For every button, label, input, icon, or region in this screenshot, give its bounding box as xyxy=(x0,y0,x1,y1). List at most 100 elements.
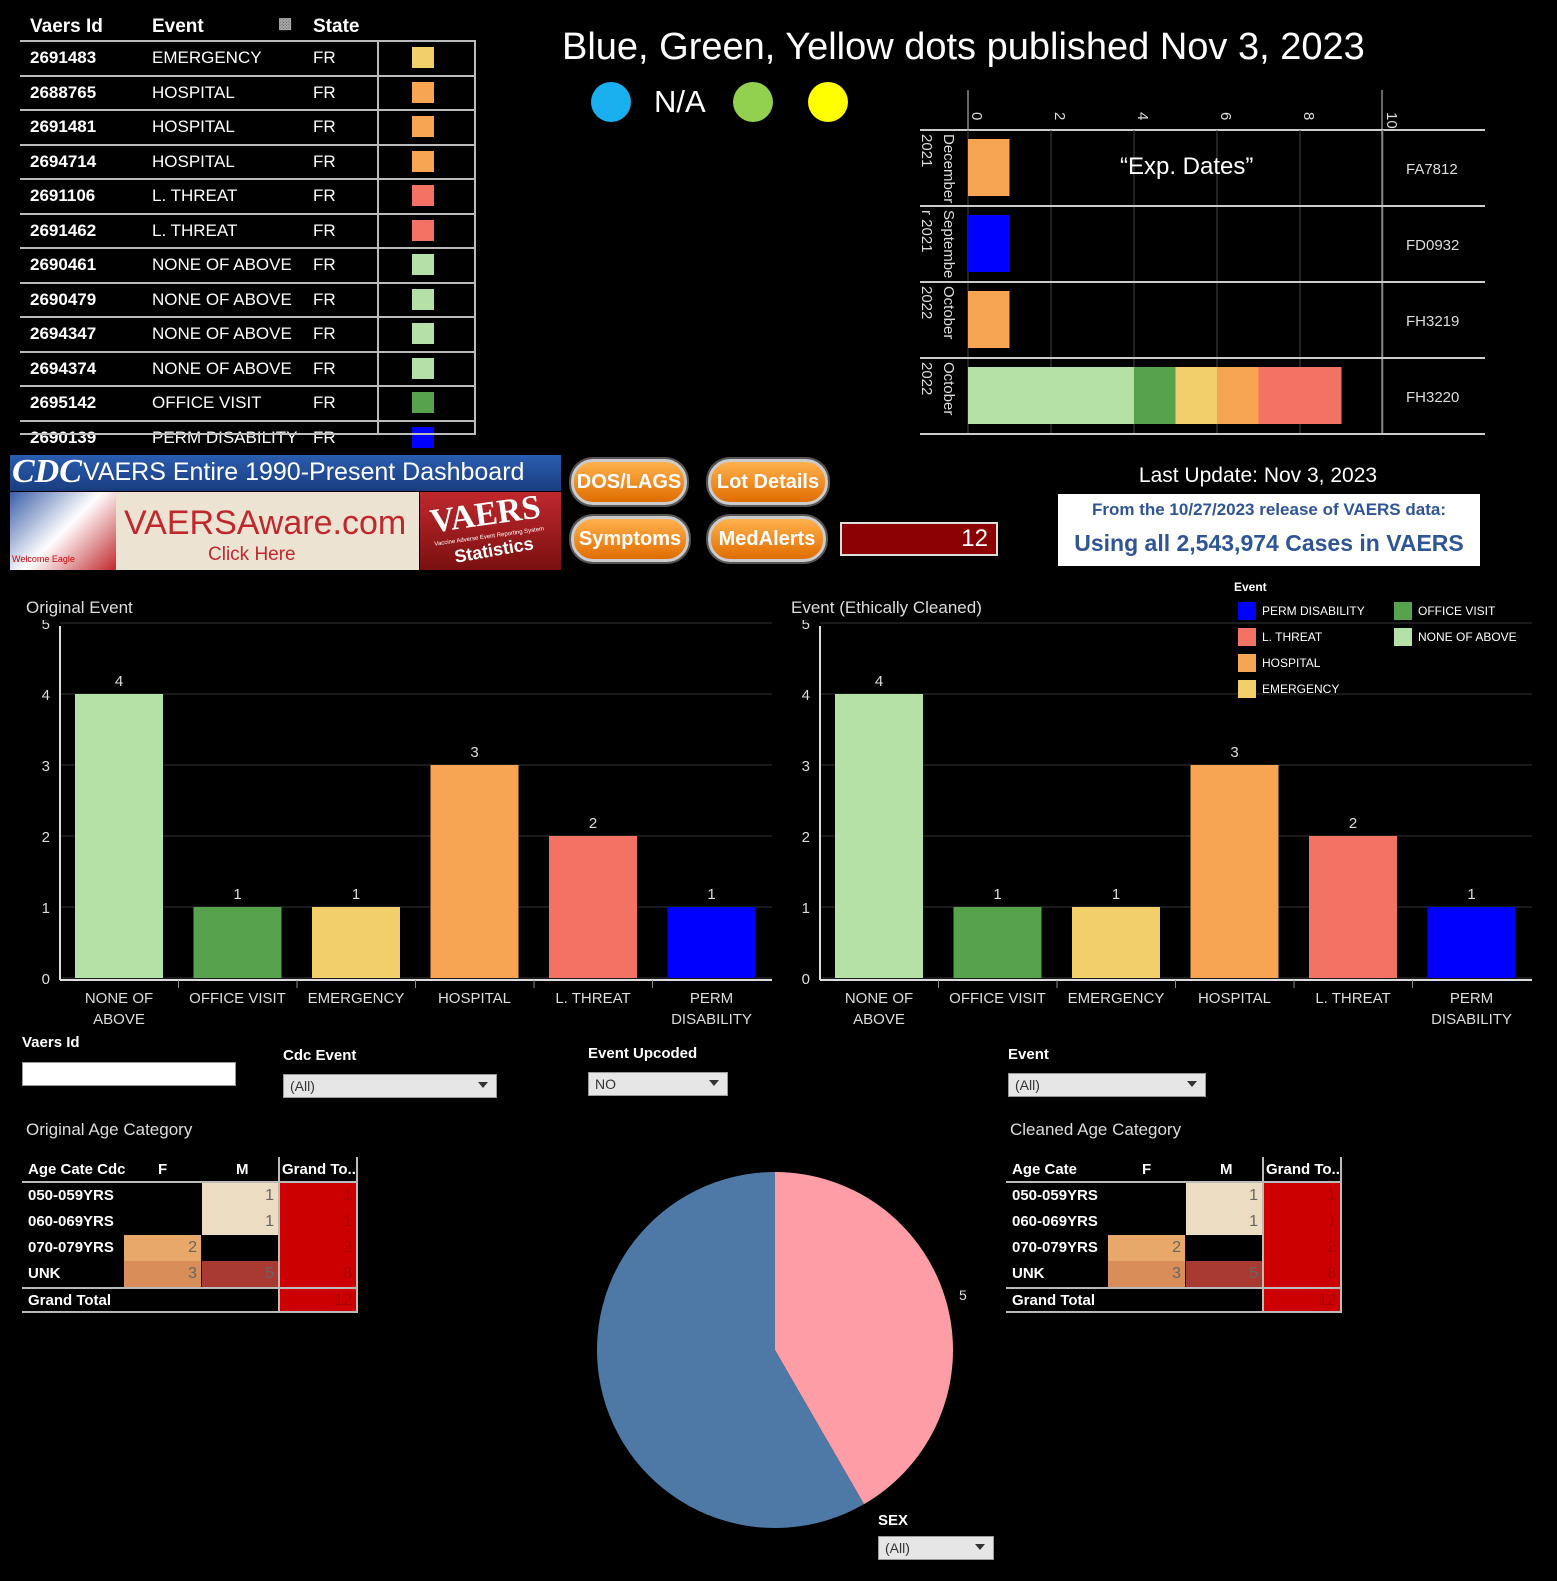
table-row[interactable]: 2688765 HOSPITAL FR xyxy=(20,74,476,110)
row-state: FR xyxy=(313,393,336,412)
age-table-col-header[interactable]: Age Cate Cdc xyxy=(28,1161,126,1178)
age-table-col-header[interactable]: Age Cate xyxy=(1012,1161,1078,1178)
dashboard-banner-label: VAERS Entire 1990-Present Dashboard xyxy=(83,458,525,486)
table-row[interactable]: 2695142 OFFICE VISIT FR xyxy=(20,385,476,420)
vaers-statistics-banner[interactable]: VAERS Vaccine Adverse Event Reporting Sy… xyxy=(420,488,561,570)
legend-item[interactable]: NONE OF ABOVE xyxy=(1394,628,1517,646)
age-cell-m: 1 xyxy=(1186,1183,1262,1209)
vaersaware-banner[interactable]: VAERSAware.com Click Here xyxy=(116,492,419,570)
event-upcoded-dropdown[interactable]: NO xyxy=(588,1072,728,1096)
table-row[interactable]: 2694374 NONE OF ABOVE FR xyxy=(20,350,476,386)
vaers-id-input[interactable] xyxy=(22,1062,236,1086)
age-table-col-header[interactable]: M xyxy=(236,1161,249,1178)
bar-chart-category-label: HOSPITAL xyxy=(438,990,511,1007)
age-table-row[interactable]: 070-079YRS 2 2 xyxy=(22,1235,358,1261)
age-table-col-header[interactable]: F xyxy=(1142,1161,1152,1178)
symptoms-button[interactable]: Symptoms xyxy=(571,516,689,562)
bar-chart-bar[interactable] xyxy=(835,694,923,978)
event-filter-dropdown[interactable]: (All) xyxy=(1008,1073,1206,1097)
row-state: FR xyxy=(313,324,336,343)
bar-chart-bar[interactable] xyxy=(312,907,400,978)
age-cell-total: 2 xyxy=(1264,1235,1340,1261)
sex-dropdown[interactable]: (All) xyxy=(878,1536,994,1560)
row-color-swatch xyxy=(412,323,434,344)
exp-chart-lot-label: FH3219 xyxy=(1406,313,1459,330)
row-vaers-id: 2690139 xyxy=(30,427,97,447)
bar-chart-bar[interactable] xyxy=(1427,907,1516,978)
age-cell-m: 1 xyxy=(202,1183,278,1209)
table-row[interactable]: 2694714 HOSPITAL FR xyxy=(20,143,476,179)
age-table-col-header[interactable]: F xyxy=(158,1161,168,1178)
medalerts-button[interactable]: MedAlerts xyxy=(708,516,826,562)
age-cell-m xyxy=(202,1235,278,1261)
age-table-col-header[interactable]: Grand To.. xyxy=(1266,1161,1340,1178)
green-dot-icon xyxy=(733,82,773,122)
cleaned-age-title: Cleaned Age Category xyxy=(1010,1120,1182,1139)
exp-chart-date-label: October xyxy=(940,362,957,415)
bar-chart-bar[interactable] xyxy=(75,694,163,978)
bar-chart-category-label: HOSPITAL xyxy=(1198,990,1271,1007)
age-table-divider xyxy=(278,1157,280,1313)
age-cell-total: 1 xyxy=(1264,1183,1340,1209)
age-table-col-header[interactable]: M xyxy=(1220,1161,1233,1178)
table-row[interactable]: 2691106 L. THREAT FR xyxy=(20,178,476,213)
table-row[interactable]: 2690139 PERM DISABILITY FR xyxy=(20,419,476,455)
na-label: N/A xyxy=(654,84,706,119)
bar-chart-ytick: 1 xyxy=(802,900,810,917)
age-table-row[interactable]: 050-059YRS 1 1 xyxy=(22,1183,358,1209)
legend-item[interactable]: EMERGENCY xyxy=(1238,680,1339,698)
table-row[interactable]: 2694347 NONE OF ABOVE FR xyxy=(20,316,476,351)
col-vaers-id[interactable]: Vaers Id xyxy=(30,16,103,37)
table-row[interactable]: 2690461 NONE OF ABOVE FR xyxy=(20,247,476,282)
age-table-row[interactable]: 060-069YRS 1 1 xyxy=(1006,1209,1342,1235)
cdc-event-dropdown[interactable]: (All) xyxy=(283,1074,497,1098)
age-category: 050-059YRS xyxy=(28,1187,114,1204)
legend-item[interactable]: PERM DISABILITY xyxy=(1238,602,1365,620)
row-color-swatch xyxy=(412,150,434,172)
exp-chart-tick: 0 xyxy=(968,112,985,120)
bar-chart-bar[interactable] xyxy=(193,907,282,978)
table-row[interactable]: 2691481 HOSPITAL FR xyxy=(20,109,476,144)
age-cell-f: 2 xyxy=(1108,1235,1185,1261)
lot-details-button[interactable]: Lot Details xyxy=(708,459,828,505)
pie-slice[interactable] xyxy=(597,1172,864,1528)
sort-icon[interactable]: ▩ xyxy=(278,15,293,32)
age-table-row[interactable]: 050-059YRS 1 1 xyxy=(1006,1183,1342,1209)
bar-chart-bar[interactable] xyxy=(1190,765,1279,978)
bar-chart-bar[interactable] xyxy=(667,907,756,978)
col-event[interactable]: Event xyxy=(152,16,204,37)
event-upcoded-label: Event Upcoded xyxy=(588,1045,698,1062)
dos-lags-button[interactable]: DOS/LAGS xyxy=(571,459,687,505)
bar-chart-bar[interactable] xyxy=(953,907,1042,978)
bar-chart-bar[interactable] xyxy=(430,765,519,978)
yellow-dot-icon xyxy=(808,82,848,122)
age-table-grand-total-row: Grand Total 12 xyxy=(1006,1287,1342,1313)
age-table-row[interactable]: UNK 3 5 8 xyxy=(22,1261,358,1287)
legend-item[interactable]: L. THREAT xyxy=(1238,628,1322,646)
legend-item[interactable]: OFFICE VISIT xyxy=(1394,602,1495,620)
col-state[interactable]: State xyxy=(313,16,360,37)
table-row[interactable]: 2690479 NONE OF ABOVE FR xyxy=(20,281,476,317)
bar-chart-bar[interactable] xyxy=(1072,907,1160,978)
row-state: FR xyxy=(313,117,336,136)
table-row[interactable]: 2691462 L. THREAT FR xyxy=(20,212,476,248)
bar-chart-bar[interactable] xyxy=(1309,836,1397,978)
bar-chart-bar[interactable] xyxy=(549,836,637,978)
row-state: FR xyxy=(313,427,336,447)
pie-slice[interactable] xyxy=(775,1172,953,1505)
bar-chart-category-label: EMERGENCY xyxy=(1068,990,1165,1007)
exp-chart-date-label: December xyxy=(940,134,957,203)
age-table-row[interactable]: 060-069YRS 1 1 xyxy=(22,1209,358,1235)
legend-item[interactable]: HOSPITAL xyxy=(1238,654,1320,672)
dashboard-banner[interactable]: CDC VAERS Entire 1990-Present Dashboard xyxy=(10,453,561,491)
eagle-image[interactable]: Welcome Eagle xyxy=(10,492,116,570)
row-color-swatch xyxy=(412,254,434,275)
row-state: FR xyxy=(313,255,336,274)
age-table-col-header[interactable]: Grand To.. xyxy=(282,1161,356,1178)
table-row[interactable]: 2691483 EMERGENCY FR xyxy=(20,40,476,75)
grand-total-label: Grand Total xyxy=(28,1292,112,1309)
row-event: OFFICE VISIT xyxy=(152,393,262,412)
age-table-row[interactable]: UNK 3 5 8 xyxy=(1006,1261,1342,1287)
age-cell-total: 1 xyxy=(280,1183,356,1209)
age-table-row[interactable]: 070-079YRS 2 2 xyxy=(1006,1235,1342,1261)
